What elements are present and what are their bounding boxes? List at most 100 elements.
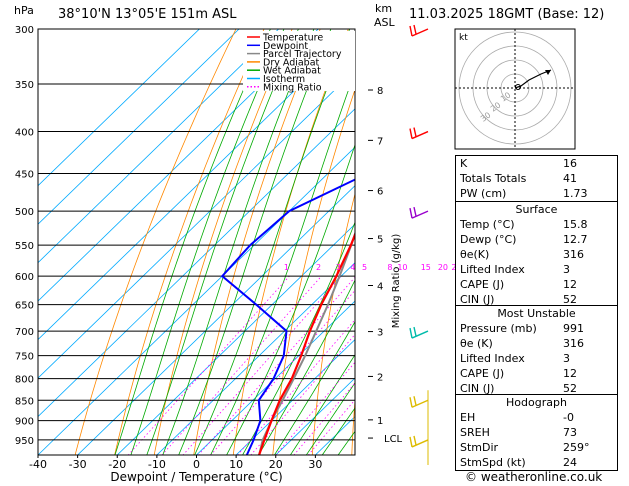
- wind-barb-flag: [413, 206, 417, 217]
- storm-motion-marker: [515, 84, 521, 90]
- legend-entry: Dry Adiabat: [263, 57, 320, 68]
- dry-adiabat-line: [351, 396, 355, 455]
- hodo-row: EH -0: [456, 410, 617, 425]
- legend-entry: Wet Adiabat: [263, 66, 321, 77]
- x-tick-label: 30: [308, 458, 322, 471]
- indices-row: K 16: [456, 156, 617, 171]
- legend-entry: Mixing Ratio: [263, 82, 322, 93]
- surface-row-label: CAPE (J): [460, 278, 505, 291]
- unstable-row-label: θe (K): [460, 337, 493, 350]
- unstable-row: Lifted Index 3: [456, 351, 617, 366]
- mixing-ratio-label: 8: [387, 263, 392, 272]
- wind-barb: [409, 206, 429, 219]
- unstable-row: θe (K) 316: [456, 336, 617, 351]
- pressure-tick-label: 800: [15, 375, 34, 386]
- wet-adiabat-line: [305, 382, 355, 455]
- x-tick-label: 10: [229, 458, 243, 471]
- mixing-ratio-label: 2: [316, 263, 321, 272]
- footer-credit: © weatheronline.co.uk: [465, 470, 603, 484]
- unstable-row-value: 12: [563, 367, 577, 380]
- unstable-row-value: 991: [563, 322, 584, 335]
- unstable-row-label: CAPE (J): [460, 367, 505, 380]
- hodo-row-value: 24: [563, 456, 577, 469]
- wind-barb-flag: [413, 127, 417, 137]
- isotherm-line: [156, 262, 355, 455]
- temperature-line: [258, 231, 355, 455]
- indices-row: Totals Totals 41: [456, 171, 617, 186]
- mixing-ratio-line: [237, 319, 355, 455]
- height-tick-label: 2: [377, 372, 383, 383]
- hodograph-trace: [514, 69, 552, 89]
- wind-barb-staff: [411, 210, 429, 219]
- datetime-label: 11.03.2025 18GMT (Base: 12): [409, 7, 605, 22]
- wind-barb-flag: [409, 207, 413, 219]
- wind-barb: [409, 435, 429, 448]
- indices-row-value: 41: [563, 172, 577, 185]
- hodo-row-value: 73: [563, 426, 577, 439]
- surface-row-value: 12: [563, 278, 577, 291]
- hodo-row-value: 259°: [563, 441, 590, 454]
- mixing-ratio-line: [182, 275, 342, 455]
- legend-entry: Dewpoint: [263, 41, 308, 52]
- isotherm-line: [116, 223, 355, 455]
- mixing-ratio-line: [161, 275, 322, 455]
- pressure-tick-label: 700: [15, 327, 34, 338]
- wet-adiabat-line: [162, 29, 315, 455]
- wind-barb-flag: [409, 25, 413, 37]
- indices-row-label: Totals Totals: [460, 172, 527, 185]
- surface-row-value: 15.8: [563, 218, 588, 231]
- most-unstable-title: Most Unstable: [497, 307, 576, 320]
- height-tick-label: 7: [377, 136, 383, 147]
- wind-barb-staff: [411, 28, 429, 37]
- wet-adiabat-line: [273, 320, 355, 455]
- isotherm-line: [235, 339, 355, 455]
- wind-barb-flag: [413, 396, 417, 406]
- wet-adiabat-line: [289, 353, 355, 455]
- wet-adiabat-line: [146, 29, 299, 455]
- wind-barb-staff: [411, 399, 429, 408]
- wind-barb-flag: [413, 24, 417, 35]
- dry-adiabat-line: [193, 29, 321, 455]
- surface-row-label: Dewp (°C): [460, 233, 517, 246]
- unstable-row-value: 316: [563, 337, 584, 350]
- pressure-tick-label: 600: [15, 272, 34, 283]
- pressure-tick-label: 900: [15, 417, 34, 428]
- mixing-ratio-label: 4: [350, 263, 355, 272]
- mixing-ratio-line: [250, 333, 355, 455]
- wind-barb-flag: [409, 327, 413, 339]
- x-tick-label: -20: [108, 458, 126, 471]
- pressure-tick-label: 400: [15, 128, 34, 139]
- height-tick-label: 1: [377, 416, 383, 427]
- surface-row-value: 52: [563, 293, 577, 306]
- wet-adiabat-line: [130, 29, 285, 455]
- unstable-row-label: CIN (J): [460, 382, 495, 395]
- x-tick-label: 20: [269, 458, 283, 471]
- surface-row-label: Temp (°C): [460, 218, 515, 231]
- isotherm-line: [38, 31, 355, 341]
- mixing-ratio-label: 20: [438, 263, 448, 272]
- wet-adiabat-line: [114, 29, 271, 455]
- pressure-tick-label: 300: [15, 25, 34, 36]
- hodo-row: StmSpd (kt) 24: [456, 455, 617, 470]
- dry-adiabat-line: [74, 29, 237, 455]
- wet-adiabat-line: [242, 221, 355, 455]
- hodograph-unit-label: kt: [459, 33, 468, 43]
- pressure-tick-label: 350: [15, 80, 34, 91]
- indices-row-label: K: [460, 157, 468, 170]
- mixing-ratio-label: 1: [284, 263, 289, 272]
- wind-barb-flag: [409, 436, 413, 448]
- surface-row-label: CIN (J): [460, 293, 495, 306]
- indices-row: PW (cm) 1.73: [456, 186, 617, 201]
- mixing-ratio-label: 15: [421, 263, 431, 272]
- hodo-row-label: EH: [460, 411, 476, 424]
- wet-adiabat-line: [258, 279, 355, 455]
- surface-panel: Surface Temp (°C) 15.8 Dewp (°C) 12.7 θe(K) 3…: [455, 201, 618, 308]
- surface-row-value: 12.7: [563, 233, 588, 246]
- wind-barb: [409, 326, 429, 339]
- mixing-ratio-label: 10: [397, 263, 407, 272]
- x-axis-label: Dewpoint / Temperature (°C): [110, 470, 282, 484]
- wind-barb: [409, 24, 429, 37]
- surface-row: θe(K) 316: [456, 247, 617, 262]
- km-label: km: [375, 2, 393, 15]
